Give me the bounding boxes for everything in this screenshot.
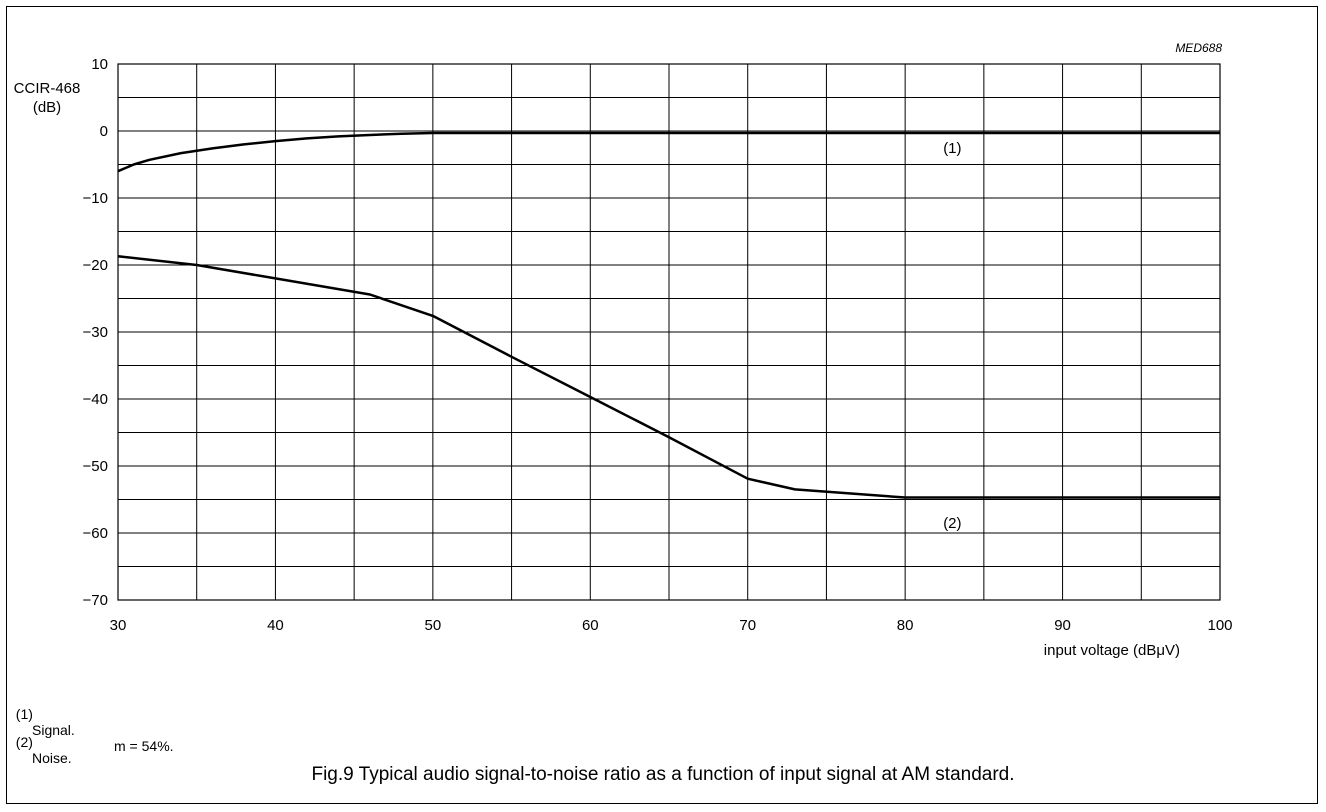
series-line-2 <box>117 255 1220 499</box>
y-tick-label: −50 <box>83 458 108 475</box>
series-line-1 <box>117 131 1220 173</box>
y-axis-label-line2: (dB) <box>33 99 61 116</box>
plot-border <box>117 63 1221 601</box>
series-lines <box>117 131 1220 499</box>
legend-note-2-text: Noise. <box>32 750 72 766</box>
series-label-2: (2) <box>943 515 961 532</box>
x-tick-label: 90 <box>1054 617 1071 634</box>
chart-labels: MED688 CCIR-468 (dB) input voltage (dBμV… <box>14 41 1233 659</box>
legend-note-1-text: Signal. <box>32 722 75 738</box>
x-tick-label: 60 <box>582 617 599 634</box>
y-tick-label: −60 <box>83 525 108 542</box>
x-tick-label: 30 <box>110 617 127 634</box>
legend-note-1-key: (1) <box>15 706 33 722</box>
figure-code: MED688 <box>1175 41 1222 55</box>
y-axis-label-line1: CCIR-468 <box>14 80 81 97</box>
y-tick-label: −40 <box>83 391 108 408</box>
y-tick-label: 0 <box>100 123 108 140</box>
y-tick-label: −70 <box>83 592 108 609</box>
x-tick-label: 70 <box>739 617 756 634</box>
legend-note-1-extra: m = 54%. <box>114 738 174 754</box>
y-tick-label: −30 <box>83 324 108 341</box>
grid <box>117 63 1221 601</box>
x-tick-label: 40 <box>267 617 284 634</box>
y-tick-label: −10 <box>83 190 108 207</box>
legend-note-2-key: (2) <box>15 734 33 750</box>
y-tick-label: −20 <box>83 257 108 274</box>
x-tick-label: 100 <box>1207 617 1232 634</box>
legend-note-1: (1) Signal. m = 54%. <box>8 690 174 754</box>
figure-caption: Fig.9 Typical audio signal-to-noise rati… <box>311 764 1015 785</box>
x-axis-label: input voltage (dBμV) <box>1044 642 1180 659</box>
x-tick-label: 50 <box>425 617 442 634</box>
legend-note-2: (2) Noise. <box>8 718 72 766</box>
x-tick-label: 80 <box>897 617 914 634</box>
series-label-1: (1) <box>943 140 961 157</box>
figure-frame <box>6 6 1318 804</box>
y-tick-label: 10 <box>91 56 108 73</box>
